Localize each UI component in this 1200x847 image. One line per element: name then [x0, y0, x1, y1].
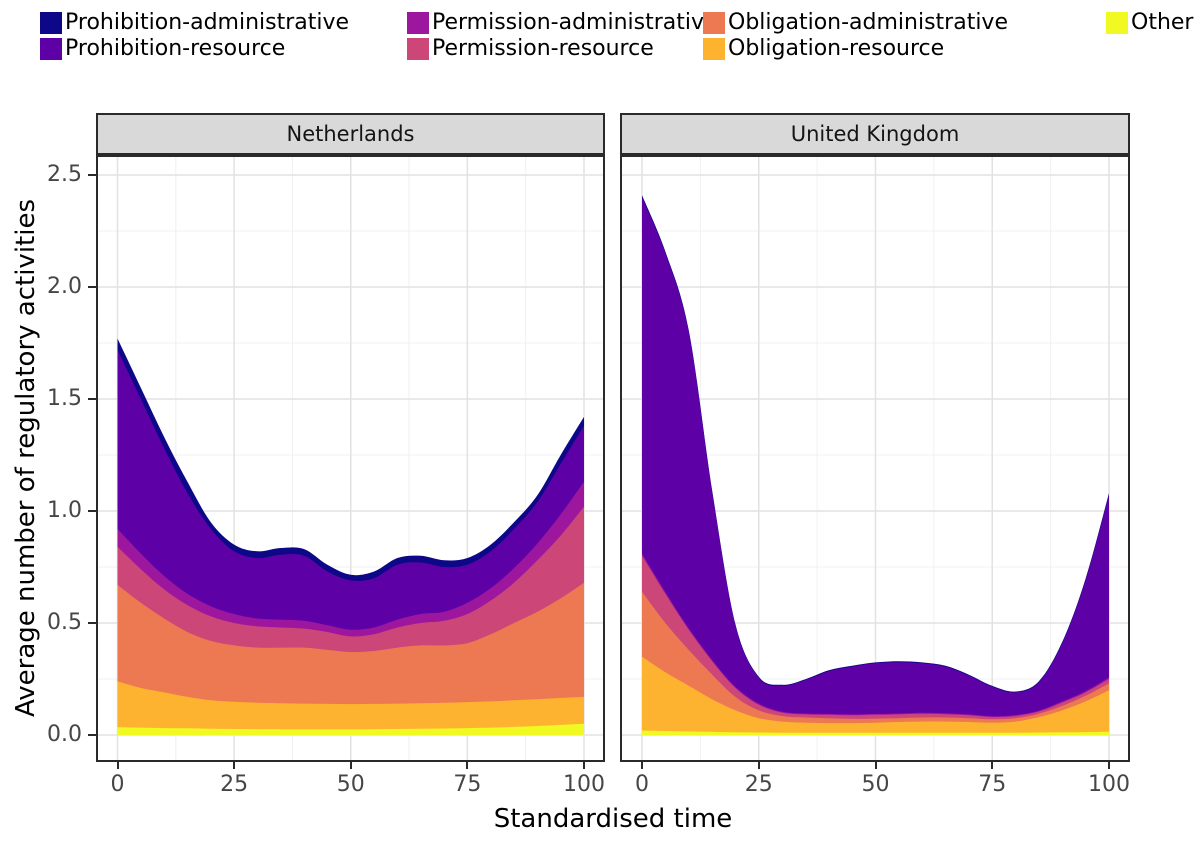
x-tick-label: 25 — [744, 772, 773, 797]
stacked-area-chart-united-kingdom — [620, 155, 1130, 762]
y-tick-label: 0.0 — [47, 722, 82, 747]
legend-swatch-icon — [407, 11, 429, 34]
y-axis-tick — [88, 174, 96, 176]
area-layer-other — [642, 730, 1109, 735]
y-tick-label: 2.0 — [47, 274, 82, 299]
legend-item: Prohibition-resource — [40, 36, 285, 61]
facet-strip-netherlands: Netherlands — [96, 113, 605, 155]
y-axis-tick — [88, 622, 96, 624]
facet-strip-label: United Kingdom — [790, 122, 960, 146]
facet-strip-label: Netherlands — [286, 122, 415, 146]
x-tick-label: 75 — [453, 772, 482, 797]
x-axis-tick — [1108, 762, 1110, 769]
y-axis-tick — [88, 286, 96, 288]
x-tick-label: 100 — [1088, 772, 1130, 797]
x-tick-label: 50 — [861, 772, 890, 797]
x-tick-label: 0 — [635, 772, 649, 797]
x-tick-label: 75 — [978, 772, 1007, 797]
legend-item-label: Prohibition-resource — [65, 36, 286, 61]
legend-swatch-icon — [40, 37, 62, 60]
x-axis-tick — [116, 762, 119, 769]
x-axis-tick — [583, 762, 585, 769]
x-tick-label: 25 — [220, 772, 249, 797]
legend-item: Prohibition-administrative — [40, 10, 349, 35]
legend-swatch-icon — [703, 11, 725, 34]
legend-swatch-icon — [40, 11, 62, 34]
area-layer-obligation-administrative — [117, 582, 584, 735]
x-tick-label: 100 — [563, 772, 605, 797]
x-axis-tick — [466, 762, 469, 769]
facet-strip-united-kingdom: United Kingdom — [620, 113, 1130, 155]
area-layer-other — [117, 723, 584, 735]
x-axis-tick — [233, 762, 236, 769]
stacked-area-chart-netherlands — [96, 155, 605, 762]
legend-swatch-icon — [407, 37, 429, 60]
x-axis-tick — [641, 762, 643, 769]
legend-item: Obligation-resource — [703, 36, 944, 61]
legend-item-label: Obligation-administrative — [728, 10, 1008, 35]
x-tick-label: 50 — [336, 772, 365, 797]
x-axis-tick — [349, 762, 352, 769]
legend-swatch-icon — [703, 37, 725, 60]
area-layer-obligation-resource — [117, 681, 584, 735]
legend-item: Obligation-administrative — [703, 10, 1008, 35]
legend-item: Permission-administrative — [407, 10, 718, 35]
panel-netherlands — [96, 155, 605, 762]
y-tick-label: 1.0 — [47, 498, 82, 523]
legend-item-label: Prohibition-administrative — [65, 10, 350, 35]
legend-item-label: Obligation-resource — [728, 36, 945, 61]
y-axis-tick — [88, 734, 96, 736]
x-axis-tick — [874, 762, 877, 769]
x-axis-tick — [991, 762, 994, 769]
y-tick-label: 0.5 — [47, 610, 82, 635]
x-tick-label: 0 — [110, 772, 125, 797]
legend-item: Permission-resource — [407, 36, 654, 61]
x-axis-title: Standardised time — [493, 804, 733, 834]
x-axis-tick — [757, 762, 760, 769]
legend-item: Other — [1106, 10, 1193, 35]
y-tick-label: 1.5 — [47, 386, 82, 411]
legend-swatch-icon — [1106, 11, 1128, 34]
panel-united-kingdom — [620, 155, 1130, 762]
y-tick-label: 2.5 — [47, 162, 82, 187]
y-axis-tick — [88, 398, 96, 400]
legend-item-label: Other — [1131, 10, 1194, 35]
legend-item-label: Permission-administrative — [432, 10, 718, 35]
y-axis-tick — [88, 510, 96, 512]
area-layer-obligation-resource — [642, 656, 1109, 735]
legend-item-label: Permission-resource — [432, 36, 654, 61]
